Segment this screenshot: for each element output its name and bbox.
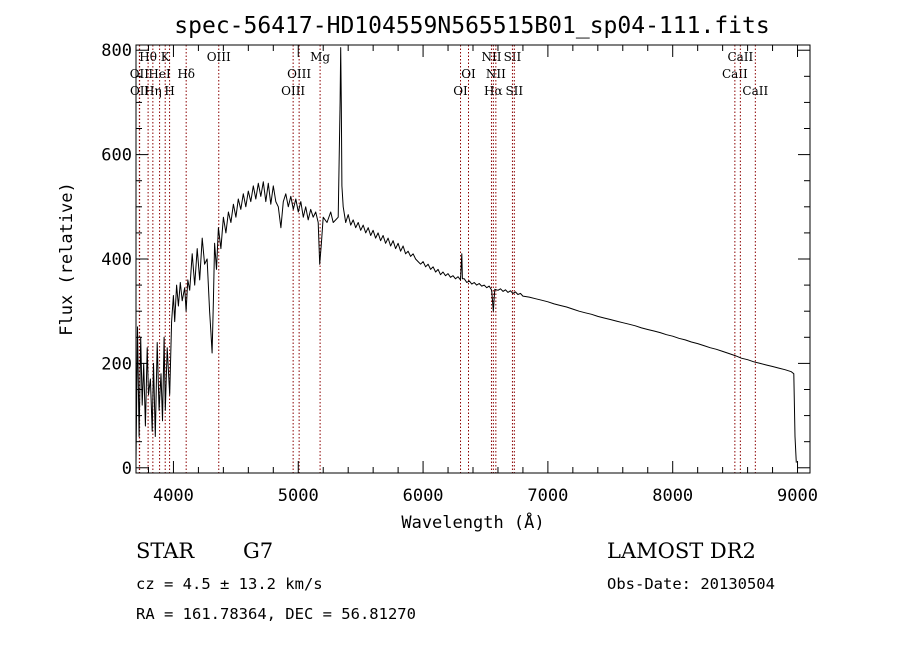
y-tick-label: 800 <box>101 41 132 61</box>
emission-line-label: OI <box>453 84 468 98</box>
observation-date: Obs-Date: 20130504 <box>607 575 775 593</box>
object-class: STAR <box>136 539 195 563</box>
spectral-subclass: G7 <box>243 539 273 563</box>
y-axis-label: Flux (relative) <box>57 182 77 336</box>
emission-line-label: OIII <box>207 50 231 64</box>
emission-line-label: SII <box>505 84 523 98</box>
emission-line-label: K <box>161 50 171 64</box>
emission-line-label: OIII <box>281 84 305 98</box>
emission-line-label: SII <box>504 50 522 64</box>
y-tick-label: 600 <box>101 146 132 166</box>
y-tick-label: 0 <box>122 459 132 479</box>
x-tick-label: 8000 <box>652 486 693 506</box>
emission-line-label: NII <box>486 67 506 81</box>
emission-line-label: NII <box>481 50 501 64</box>
y-tick-label: 200 <box>101 354 132 374</box>
x-tick-label: 9000 <box>777 486 818 506</box>
plot-frame <box>135 44 811 474</box>
emission-line-label: Hα <box>484 84 503 98</box>
x-axis-label: Wavelength (Å) <box>401 511 544 533</box>
spectrum-line <box>135 47 797 463</box>
x-axis: 4000 5000 6000 7000 8000 9000 <box>147 45 818 506</box>
emission-line-label: OIII <box>287 67 311 81</box>
emission-line-label: OI <box>461 67 476 81</box>
coordinates-text: RA = 161.78364, DEC = 56.81270 <box>136 605 416 623</box>
x-tick-label: 4000 <box>153 486 194 506</box>
emission-line-label: Hη <box>144 84 162 98</box>
chart-title: spec-56417-HD104559N565515B01_sp04-111.f… <box>174 13 769 39</box>
survey-name: LAMOST DR2 <box>607 539 756 563</box>
x-tick-label: 7000 <box>527 486 568 506</box>
emission-line-label: OII <box>130 84 150 98</box>
emission-line-label: CaII <box>722 67 748 81</box>
emission-line-label: Hδ <box>177 67 195 81</box>
x-tick-label: 5000 <box>278 486 319 506</box>
emission-lines-layer: OIIOIIHθHηHeIKHHδOIIIOIIIOIIIMgOIOINIIHα… <box>130 45 768 473</box>
y-tick-label: 400 <box>101 250 132 270</box>
emission-line-label: HeI <box>148 67 171 81</box>
emission-line-label: Mg <box>310 50 330 64</box>
emission-line-label: CaII <box>742 84 768 98</box>
emission-line-label: Hθ <box>139 50 157 64</box>
y-axis: 0 200 400 600 800 <box>101 41 810 479</box>
redshift-text: cz = 4.5 ± 13.2 km/s <box>136 575 323 593</box>
emission-line-label: CaII <box>727 50 753 64</box>
x-tick-label: 6000 <box>403 486 444 506</box>
spectrum-layer <box>135 47 797 463</box>
emission-line-label: H <box>164 84 174 98</box>
